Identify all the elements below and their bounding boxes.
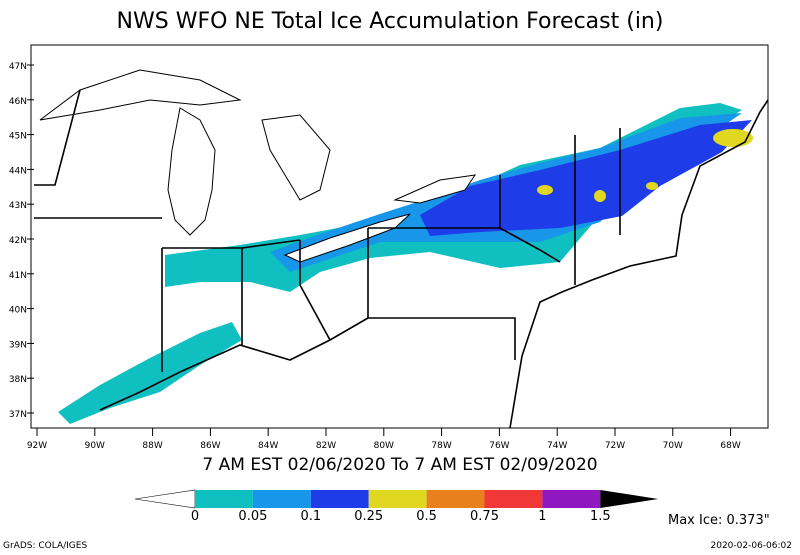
map — [30, 44, 769, 429]
lake-huron — [261, 114, 331, 201]
legend-swatch — [542, 490, 601, 508]
legend-label: 0 — [191, 509, 199, 524]
legend-label: 0.1 — [300, 509, 321, 524]
lon-label: 84W — [258, 441, 278, 451]
lon-label: 78W — [431, 441, 451, 451]
legend-low-end — [134, 489, 196, 509]
title: NWS WFO NE Total Ice Accumulation Foreca… — [117, 9, 664, 34]
legend-label: 1.5 — [590, 509, 611, 524]
lake-superior — [39, 69, 242, 121]
legend-swatch — [368, 490, 427, 508]
max-ice: Max Ice: 0.373" — [668, 513, 770, 528]
lat-label: 42N — [9, 236, 27, 246]
legend-swatch — [484, 490, 543, 508]
lat-label: 38N — [9, 375, 27, 385]
ice-area — [646, 182, 658, 190]
legend-label: 0.5 — [416, 509, 437, 524]
lat-label: 39N — [9, 340, 27, 350]
lon-label: 92W — [27, 441, 47, 451]
ice-area — [420, 120, 752, 236]
lake-erie — [283, 213, 411, 263]
legend-label: 0.05 — [238, 509, 267, 524]
lat-label: 37N — [9, 410, 27, 420]
legend-swatch — [195, 490, 253, 508]
lon-label: 72W — [605, 441, 625, 451]
lon-label: 90W — [85, 441, 105, 451]
lon-label: 70W — [663, 441, 683, 451]
lon-label: 82W — [316, 441, 336, 451]
lon-label: 76W — [489, 441, 509, 451]
lon-label: 74W — [547, 441, 567, 451]
ohio-river — [99, 317, 369, 411]
lat-label: 47N — [9, 62, 27, 72]
lon-label: 80W — [374, 441, 394, 451]
lon-label: 86W — [200, 441, 220, 451]
lat-label: 44N — [9, 166, 27, 176]
lon-label: 68W — [720, 441, 740, 451]
legend-label: 0.75 — [470, 509, 499, 524]
coastline — [509, 99, 769, 429]
legend-label: 0.25 — [354, 509, 383, 524]
legend-swatch — [426, 490, 485, 508]
latitude-labels: 47N 46N 45N 44N 43N 42N 41N 40N 39N 38N 37N — [9, 62, 34, 420]
lat-label: 41N — [9, 271, 27, 281]
ice-area — [58, 322, 242, 424]
lat-label: 46N — [9, 97, 27, 107]
legend-label: 1 — [538, 509, 546, 524]
ice-area — [594, 190, 606, 202]
valid-period: 7 AM EST 02/06/2020 To 7 AM EST 02/09/20… — [202, 455, 597, 475]
timestamp: 2020-02-06-06:02 — [711, 541, 793, 551]
lat-label: 43N — [9, 201, 27, 211]
lat-label: 45N — [9, 132, 27, 142]
lake-michigan — [167, 107, 216, 236]
legend: 0 0.05 0.1 0.25 0.5 0.75 1 1.5 — [134, 489, 659, 524]
state-borders — [34, 89, 621, 372]
credit: GrADS: COLA/IGES — [3, 541, 87, 551]
lake-ontario — [393, 174, 477, 204]
lon-label: 88W — [142, 441, 162, 451]
legend-high-end — [600, 490, 659, 508]
ice-area — [537, 185, 553, 195]
legend-swatch — [252, 490, 311, 508]
legend-swatch — [310, 490, 369, 508]
longitude-labels: 92W 90W 88W 86W 84W 82W 80W 78W 76W 74W 72W 70W 68W — [27, 428, 741, 451]
lat-label: 40N — [9, 306, 27, 316]
